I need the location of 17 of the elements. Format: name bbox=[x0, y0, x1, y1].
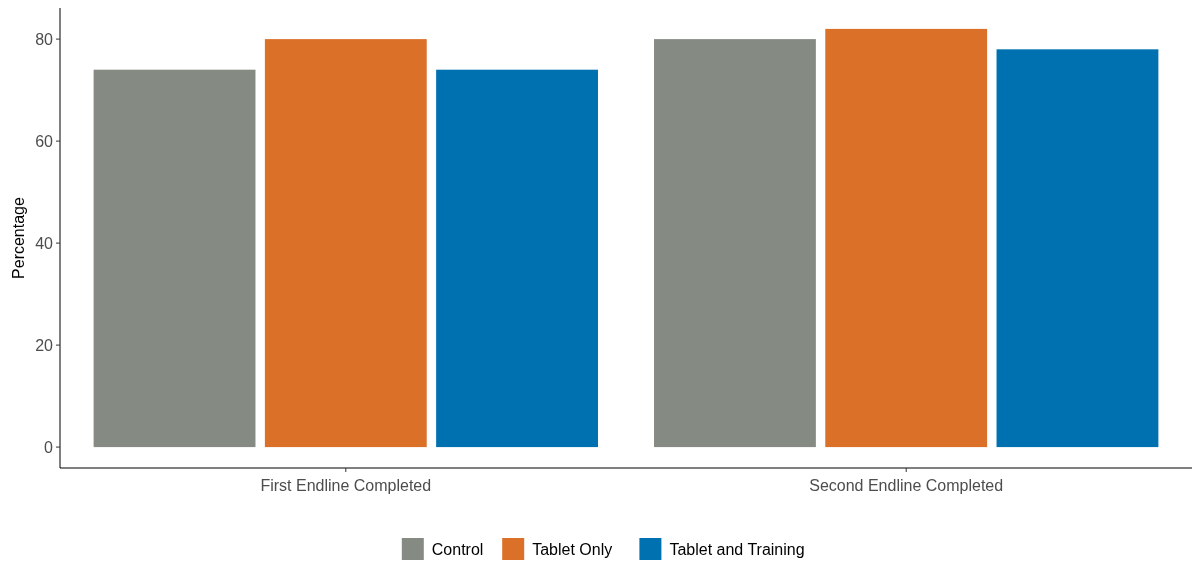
bar bbox=[825, 28, 988, 448]
y-tick-label: 80 bbox=[35, 30, 54, 48]
bar bbox=[93, 69, 256, 448]
legend-label: Control bbox=[431, 540, 484, 558]
bar bbox=[654, 39, 816, 448]
y-tick-label: 40 bbox=[35, 234, 54, 252]
y-tick-label: 60 bbox=[35, 132, 54, 150]
y-axis-title: Percentage bbox=[10, 196, 27, 279]
y-tick-label: 20 bbox=[35, 336, 54, 354]
x-tick-label: First Endline Completed bbox=[260, 477, 432, 494]
x-tick-label: Second Endline Completed bbox=[809, 477, 1004, 494]
bar bbox=[996, 49, 1159, 448]
y-tick-label: 0 bbox=[44, 438, 54, 456]
bar bbox=[264, 39, 427, 448]
bar bbox=[436, 69, 598, 448]
legend-label: Tablet Only bbox=[532, 540, 613, 558]
legend-label: Tablet and Training bbox=[669, 540, 805, 558]
